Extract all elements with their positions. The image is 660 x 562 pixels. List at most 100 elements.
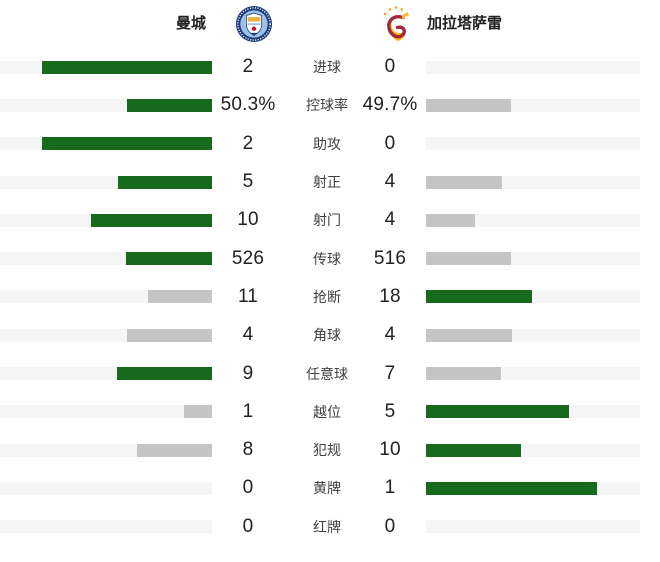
stat-row: 2 进球 0 [0,48,660,86]
stat-label: 助攻 [313,135,341,152]
home-bar-track [0,98,212,112]
home-bar-fill [136,443,212,457]
away-stat-value: 10 [379,439,401,461]
home-bar-track [0,175,212,189]
stat-label: 黄牌 [313,480,341,497]
away-team-name: 加拉塔萨雷 [427,15,503,32]
away-stat-value: 0 [384,515,396,537]
home-stat-value: 5 [242,171,254,193]
away-bar-fill [426,213,475,227]
home-stat-value: 50.3% [220,94,276,116]
home-bar-fill [42,60,212,74]
stat-label: 越位 [313,403,341,420]
home-bar-fill [116,367,212,381]
away-stat-value: 0 [384,56,396,78]
away-stat-value: 4 [384,209,396,231]
away-bar-track [426,405,640,419]
away-bar-track [426,60,640,74]
stat-row: 0 黄牌 1 [0,469,660,507]
home-bar-track [0,405,212,419]
stat-label: 角球 [313,327,341,344]
home-bar-track [0,328,212,342]
home-bar-track [0,213,212,227]
away-stat-value: 4 [384,171,396,193]
away-bar-track [426,213,640,227]
away-stat-value: 18 [379,285,401,307]
home-stat-value: 526 [231,247,265,269]
home-stat-value: 9 [242,362,254,384]
stats-header: 曼城 [0,0,660,48]
stat-row: 9 任意球 7 [0,354,660,392]
stat-row: 8 犯规 10 [0,431,660,469]
away-bar-track [426,137,640,151]
stat-label: 传球 [313,250,341,267]
away-bar-fill [426,98,512,112]
stat-row: 1 越位 5 [0,393,660,431]
stat-label: 控球率 [306,97,348,114]
home-bar-track [0,481,212,495]
away-bar-track [426,98,640,112]
home-stat-value: 2 [242,132,254,154]
home-stat-value: 4 [242,324,254,346]
home-bar-fill [42,137,212,151]
stat-label: 进球 [313,59,341,76]
away-bar-fill [426,175,503,189]
galatasaray-crest-icon [376,2,416,46]
home-stat-value: 0 [242,515,254,537]
stats-rows: 2 进球 0 50.3% 控球率 49.7% 2 助攻 0 5 射正 4 10 射门 4 526 传球 516 11… [0,48,660,546]
home-stat-value: 2 [242,56,254,78]
home-stat-value: 0 [242,477,254,499]
stat-label: 射正 [313,174,341,191]
away-stat-value: 516 [373,247,407,269]
away-bar-track [426,290,640,304]
away-bar-track [426,252,640,266]
stat-label: 犯规 [313,442,341,459]
home-bar-fill [127,328,212,342]
home-bar-fill [126,98,212,112]
away-bar-track [426,328,640,342]
stat-row: 0 红牌 0 [0,508,660,546]
away-bar-fill [426,443,522,457]
away-bar-track [426,175,640,189]
away-bar-track [426,443,640,457]
away-bar-fill [426,481,598,495]
manchester-city-crest-icon [235,5,273,43]
home-team-name: 曼城 [175,15,206,32]
away-stat-value: 0 [384,132,396,154]
away-stat-value: 7 [384,362,396,384]
stat-label: 射门 [313,212,341,229]
away-stat-value: 49.7% [362,94,418,116]
home-stat-value: 11 [237,285,259,307]
home-bar-track [0,367,212,381]
home-bar-track [0,252,212,266]
stat-label: 红牌 [313,518,341,535]
home-bar-track [0,520,212,534]
away-bar-track [426,481,640,495]
stat-row: 2 助攻 0 [0,125,660,163]
away-bar-fill [426,252,511,266]
home-bar-track [0,443,212,457]
home-stat-value: 8 [242,439,254,461]
stat-label: 抢断 [313,288,341,305]
away-bar-fill [426,328,512,342]
stat-row: 526 传球 516 [0,239,660,277]
home-bar-fill [90,213,212,227]
away-bar-track [426,520,640,534]
stat-row: 4 角球 4 [0,316,660,354]
away-stat-value: 5 [384,400,396,422]
home-bar-track [0,290,212,304]
home-bar-fill [117,175,212,189]
stat-label: 任意球 [306,365,348,382]
home-bar-fill [147,290,212,304]
away-stat-value: 4 [384,324,396,346]
home-bar-fill [126,252,212,266]
stat-row: 11 抢断 18 [0,278,660,316]
away-bar-fill [426,290,533,304]
home-bar-track [0,60,212,74]
stat-row: 10 射门 4 [0,201,660,239]
away-bar-track [426,367,640,381]
home-bar-track [0,137,212,151]
home-stat-value: 10 [237,209,259,231]
away-bar-fill [426,367,501,381]
